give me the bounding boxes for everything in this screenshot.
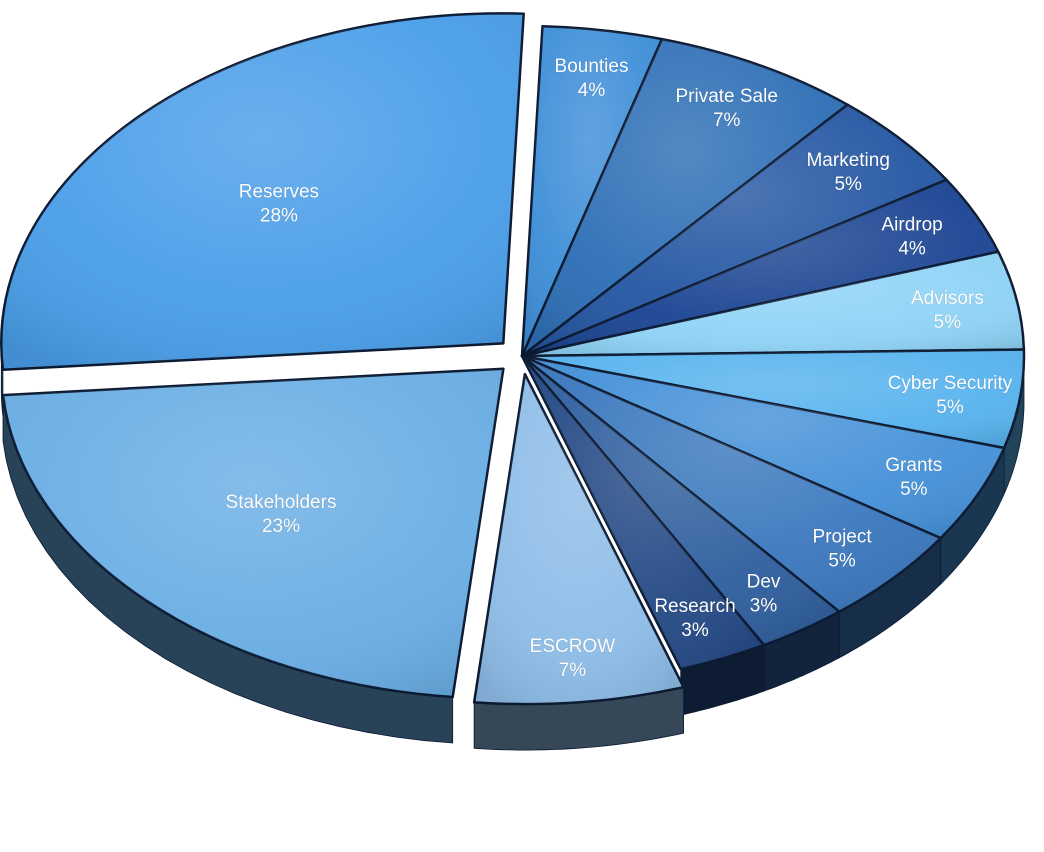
slice-percent: 5% — [828, 550, 856, 571]
slice-label-dev: Dev 3% — [747, 571, 781, 616]
slice-percent: 23% — [262, 516, 300, 537]
slice-percent: 4% — [898, 239, 926, 260]
slice-project — [520, 354, 942, 613]
slice-cyber-security — [520, 348, 1026, 450]
slice-label-stakeholders: Stakeholders 23% — [226, 492, 337, 537]
slice-name: Advisors — [911, 288, 984, 309]
slice-percent: 3% — [750, 595, 778, 616]
slice-percent: 7% — [713, 110, 741, 131]
slice-escrow — [472, 372, 685, 706]
slice-label-grants: Grants 5% — [885, 455, 942, 500]
slice-name: Stakeholders — [226, 492, 337, 513]
slice-reserves — [0, 12, 525, 372]
slice-gloss-cyber-security — [522, 349, 1024, 448]
slice-marketing — [520, 103, 948, 358]
slice-label-research: Research 3% — [654, 596, 735, 641]
slice-percent: 5% — [834, 174, 862, 195]
slice-percent: 5% — [936, 397, 964, 418]
slice-gloss-project — [522, 356, 941, 612]
slice-percent: 4% — [578, 80, 606, 101]
slice-name: Grants — [885, 455, 942, 476]
slice-gloss-airdrop — [522, 179, 999, 356]
slice-label-advisors: Advisors 5% — [911, 288, 984, 333]
slice-percent: 5% — [934, 312, 962, 333]
slice-gloss-escrow — [474, 374, 684, 705]
slice-percent: 28% — [260, 206, 298, 227]
slice-name: ESCROW — [530, 636, 616, 657]
slice-name: Research — [654, 596, 735, 617]
slice-grants — [520, 354, 1006, 540]
slice-percent: 3% — [681, 620, 709, 641]
slice-gloss-marketing — [522, 104, 947, 356]
slice-name: Project — [813, 526, 873, 547]
slice-gloss-advisors — [522, 251, 1024, 356]
slice-percent: 7% — [559, 660, 587, 681]
slice-name: Reserves — [239, 182, 319, 203]
slice-gloss-private-sale — [522, 39, 848, 356]
slice-stakeholders — [1, 367, 505, 699]
slice-label-bounties: Bounties 4% — [555, 56, 629, 101]
slice-gloss-dev — [522, 356, 840, 646]
slice-label-escrow: ESCROW 7% — [530, 636, 616, 681]
slice-tops — [0, 12, 1026, 706]
slice-label-airdrop: Airdrop 4% — [881, 215, 942, 260]
slice-label-marketing: Marketing 5% — [806, 150, 889, 195]
slice-percent: 5% — [900, 479, 928, 500]
slice-advisors — [520, 250, 1026, 358]
slice-gloss-stakeholders — [3, 368, 504, 697]
slice-label-reserves: Reserves 28% — [239, 182, 319, 227]
slice-name: Bounties — [555, 56, 629, 77]
slice-research — [520, 354, 766, 671]
slice-name: Private Sale — [675, 86, 777, 107]
slice-bounties — [520, 25, 664, 358]
slice-gloss-reserves — [1, 13, 524, 370]
slice-gloss-bounties — [522, 26, 662, 357]
slice-label-project: Project 5% — [813, 526, 873, 571]
slice-private-sale — [520, 37, 849, 358]
slice-gloss-research — [522, 356, 764, 670]
slice-labels: Bounties 4% Private Sale 7% Marketing 5% Airdr… — [225, 56, 1013, 682]
slice-name: Marketing — [806, 150, 889, 171]
slice-name: Cyber Security — [888, 373, 1013, 394]
slice-label-cyber-security: Cyber Security 5% — [888, 373, 1013, 418]
slice-name: Airdrop — [881, 215, 942, 236]
slice-name: Dev — [747, 571, 781, 592]
slice-label-private-sale: Private Sale 7% — [675, 86, 777, 131]
slice-gloss-grants — [522, 356, 1005, 539]
